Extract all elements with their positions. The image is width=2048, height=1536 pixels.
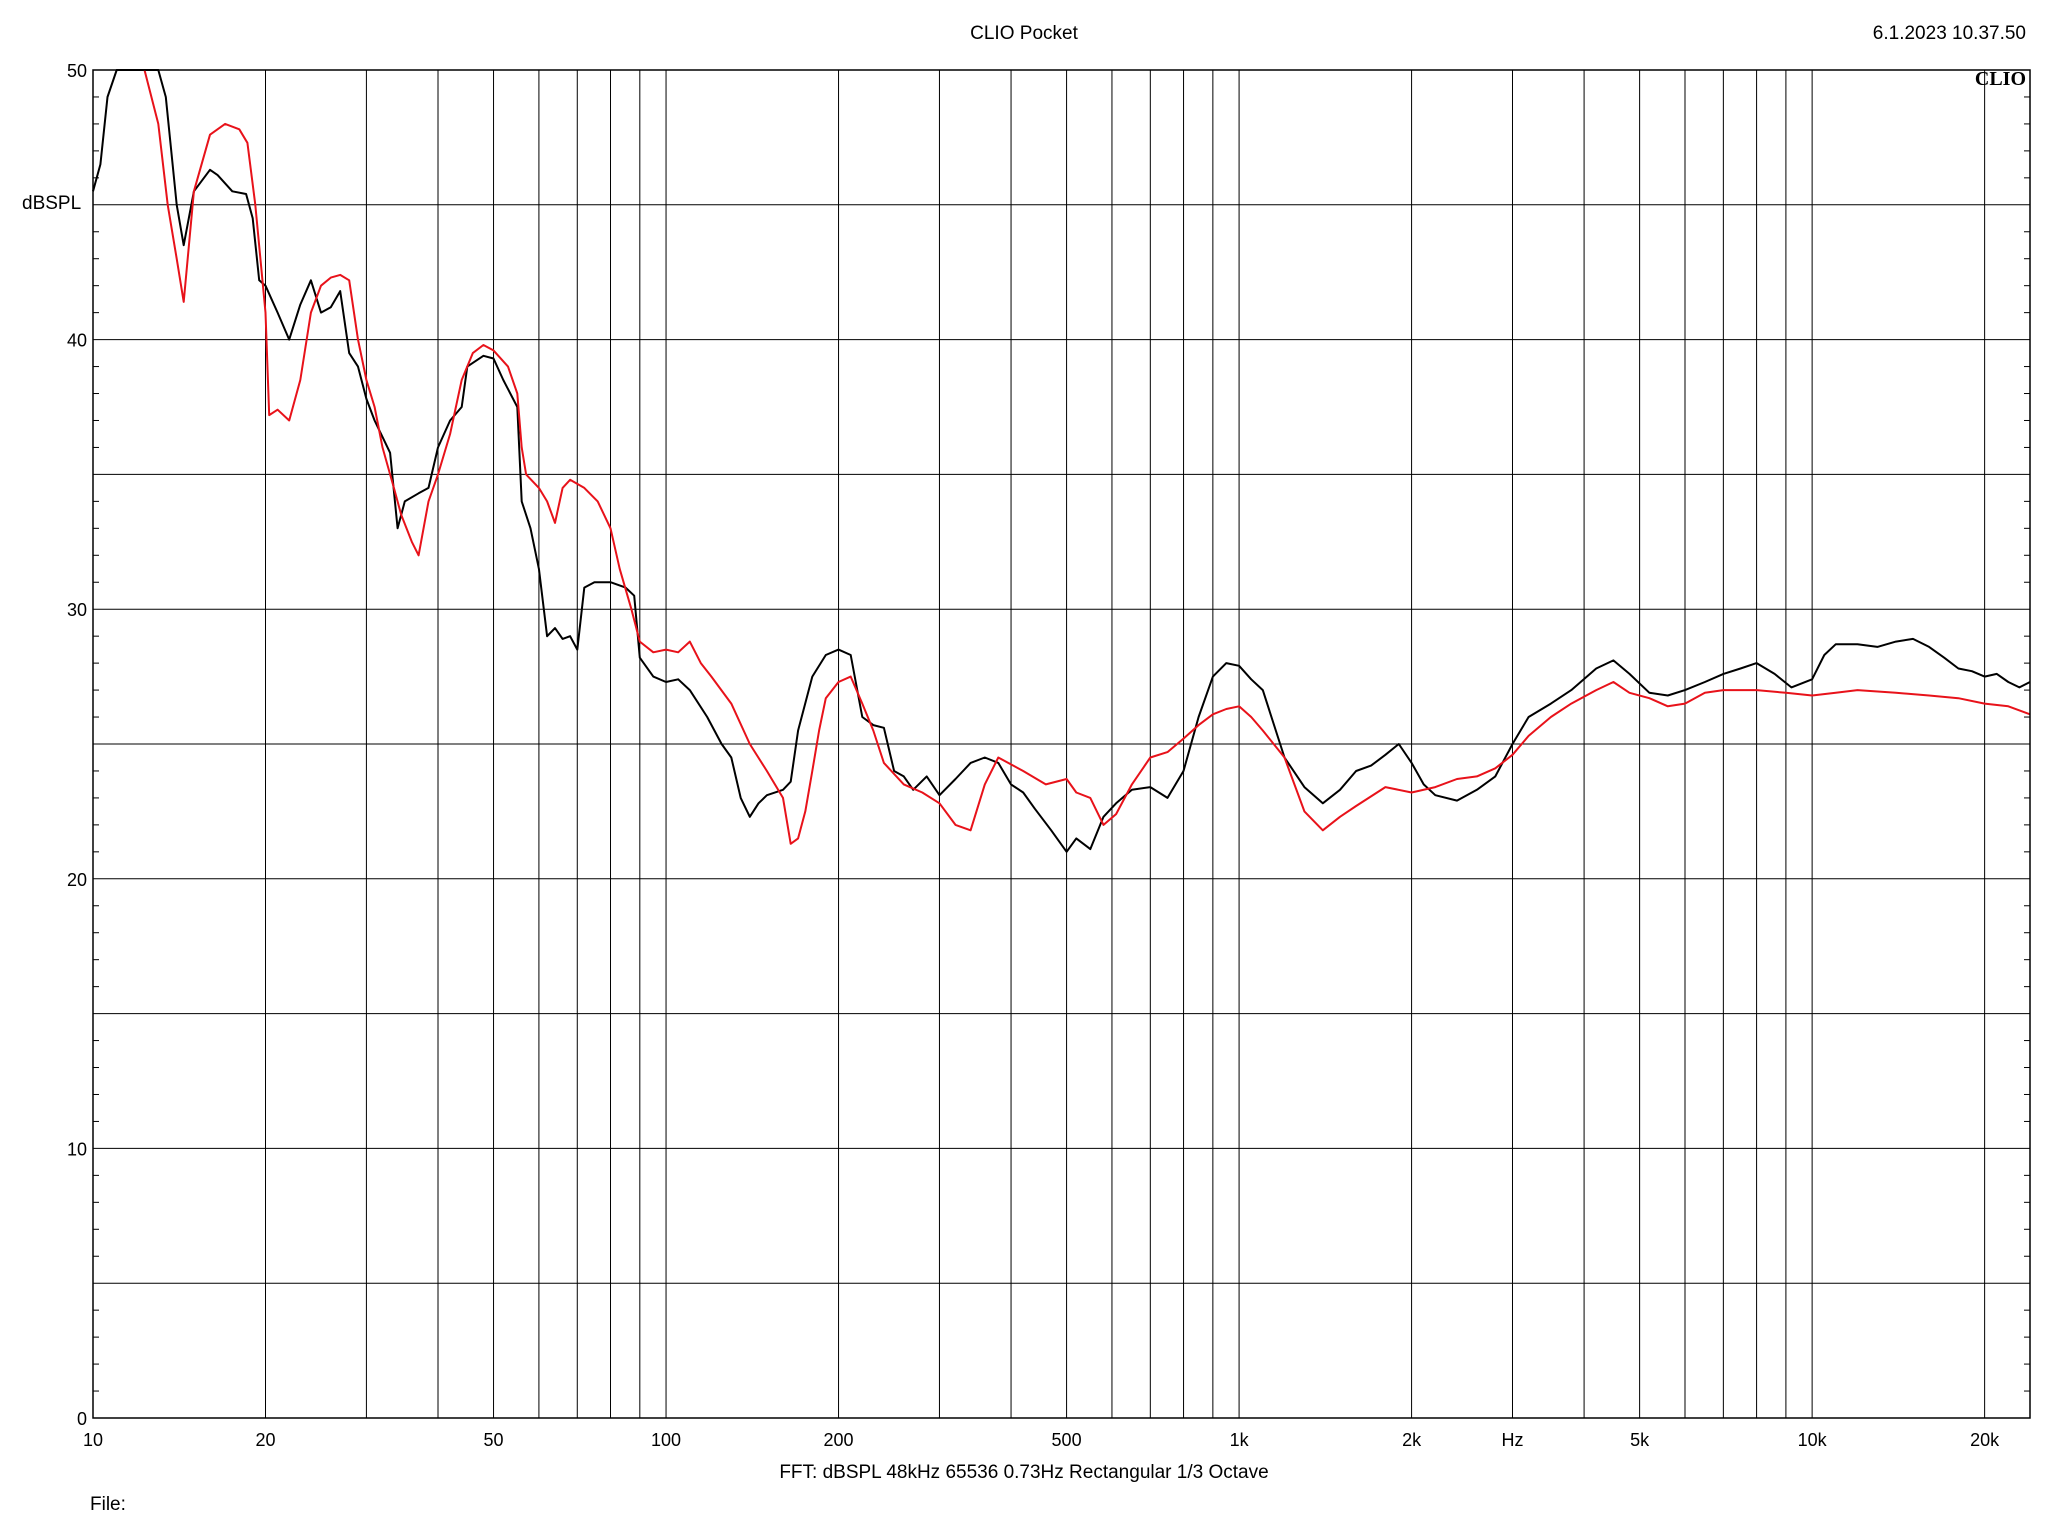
y-tick-label: 40 xyxy=(67,331,87,351)
fft-settings: FFT: dBSPL 48kHz 65536 0.73Hz Rectangula… xyxy=(779,1462,1269,1483)
series-layer xyxy=(92,69,2031,853)
series-line-black xyxy=(92,69,2031,853)
x-tick-label: 50 xyxy=(484,1430,504,1450)
chart-title: CLIO Pocket xyxy=(970,23,1078,44)
x-tick-label: 100 xyxy=(651,1430,681,1450)
x-tick-label: 10 xyxy=(83,1430,103,1450)
x-tick-label: 20 xyxy=(255,1430,275,1450)
x-tick-label: 5k xyxy=(1630,1430,1650,1450)
grid-lines xyxy=(93,70,2030,1418)
x-tick-label: 500 xyxy=(1052,1430,1082,1450)
y-axis-label: dBSPL xyxy=(22,193,82,214)
plot-frame xyxy=(92,69,2031,1419)
x-tick-label: 2k xyxy=(1402,1430,1422,1450)
y-tick-label: 30 xyxy=(67,600,87,620)
y-tick-label: 20 xyxy=(67,870,87,890)
y-tick-label: 10 xyxy=(67,1139,87,1159)
x-tick-label: 1k xyxy=(1230,1430,1250,1450)
x-tick-label: Hz xyxy=(1501,1430,1523,1450)
x-tick-label: 20k xyxy=(1970,1430,2000,1450)
file-label: File: xyxy=(90,1494,126,1515)
y-minor-ticks xyxy=(93,96,2030,1392)
y-tick-label: 0 xyxy=(77,1409,87,1429)
x-tick-label: 200 xyxy=(824,1430,854,1450)
series-line-red xyxy=(143,69,2031,845)
x-tick-label: 10k xyxy=(1798,1430,1828,1450)
brand-logo: CLIO xyxy=(1974,68,2026,90)
timestamp: 6.1.2023 10.37.50 xyxy=(1872,23,2026,44)
y-tick-label: 50 xyxy=(67,61,87,81)
